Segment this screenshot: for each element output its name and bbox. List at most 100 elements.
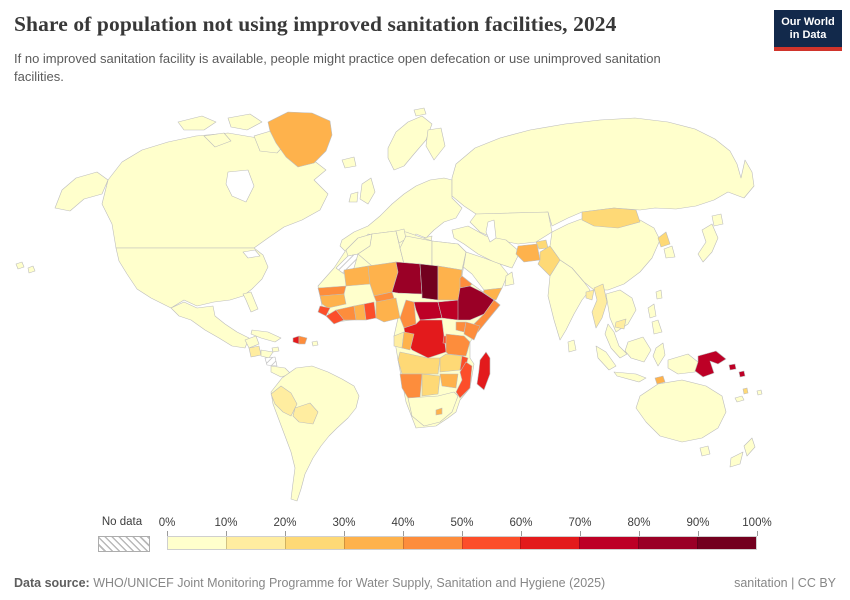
country-madagascar[interactable] [476,351,491,391]
country-japan-hokkaido[interactable] [711,213,724,227]
country-indonesia-java[interactable] [613,371,647,383]
country-new-zealand[interactable] [729,451,744,468]
country-peru[interactable] [270,385,298,417]
country-timor-leste[interactable] [654,375,666,385]
country-north-korea[interactable] [657,231,671,248]
country-sri-lanka[interactable] [567,339,577,353]
country-namibia[interactable] [399,373,423,399]
country-honduras[interactable] [260,349,274,359]
country-bangladesh[interactable] [585,289,595,301]
country-solomon-islands[interactable] [738,370,746,378]
owid-logo[interactable]: Our World in Data [774,10,842,52]
country-nicaragua[interactable] [264,356,278,367]
country-vanuatu[interactable] [742,387,749,395]
country-new-caledonia[interactable] [734,395,745,403]
country-afghanistan[interactable] [515,243,541,263]
country-mexico[interactable] [170,301,250,349]
country-kenya[interactable] [463,321,481,341]
country-libya[interactable] [399,235,433,267]
country-hawaii[interactable] [15,261,36,274]
country-svalbard[interactable] [413,107,427,117]
region-middle-east[interactable] [451,225,521,269]
country-oman[interactable] [504,271,515,287]
country-south-africa[interactable] [407,391,459,427]
footer-license[interactable]: sanitation | CC BY [734,576,836,590]
country-chad[interactable] [419,263,439,301]
legend-bin-50-60[interactable] [461,537,521,549]
country-new-zealand[interactable] [743,437,756,457]
country-guinea[interactable] [319,293,347,309]
region-indochina[interactable] [605,289,637,333]
country-scandinavia[interactable] [387,115,433,171]
region-south-america[interactable] [270,365,360,502]
country-dominican-republic[interactable] [298,335,308,345]
country-zimbabwe[interactable] [439,373,459,389]
country-arctic-island[interactable] [177,115,217,131]
country-united-states[interactable] [115,247,269,309]
country-somalia[interactable] [473,299,501,333]
country-western-sahara[interactable] [335,253,359,275]
country-botswana[interactable] [421,373,441,397]
country-haiti[interactable] [292,335,300,345]
country-alaska[interactable] [54,171,109,212]
country-puerto-rico[interactable] [311,340,319,347]
country-nigeria[interactable] [375,297,401,323]
country-arctic-island[interactable] [227,113,263,131]
country-united-kingdom[interactable] [359,177,376,205]
legend-bin-10-20[interactable] [225,537,285,549]
country-uganda[interactable] [455,321,467,333]
country-cuba[interactable] [250,329,282,343]
country-myanmar[interactable] [591,283,608,329]
country-greenland[interactable] [267,111,333,168]
legend-no-data-swatch[interactable] [98,536,150,552]
country-south-korea[interactable] [663,245,676,259]
country-congo[interactable] [401,331,415,351]
country-solomon-islands[interactable] [728,363,737,371]
legend-bin-30-40[interactable] [343,537,403,549]
country-tanzania[interactable] [445,333,471,357]
country-australia[interactable] [635,379,727,443]
country-indonesia-sumatra[interactable] [595,345,617,371]
country-australia-tasmania[interactable] [699,445,711,457]
legend-bin-40-50[interactable] [402,537,462,549]
country-ireland[interactable] [348,191,359,203]
country-cambodia[interactable] [614,318,627,330]
region-malay-peninsula[interactable] [604,323,628,359]
country-eritrea[interactable] [459,275,473,289]
country-cameroon[interactable] [399,299,417,329]
country-india[interactable] [547,259,591,341]
country-central-african-republic[interactable] [413,301,443,321]
country-indonesia-borneo[interactable] [624,336,652,363]
country-finland[interactable] [425,127,446,161]
legend-bin-20-30[interactable] [284,537,344,549]
country-philippines[interactable] [651,319,663,335]
country-zambia[interactable] [439,353,463,373]
country-lesotho[interactable] [435,407,443,416]
legend-bin-70-80[interactable] [579,537,639,549]
country-guatemala[interactable] [248,345,262,358]
country-philippines[interactable] [647,303,657,319]
country-papua-new-guinea[interactable] [694,350,727,378]
country-iceland[interactable] [341,156,357,169]
country-togo-benin[interactable] [363,301,377,321]
country-sudan[interactable] [437,265,463,301]
legend-tick-mark [521,531,522,536]
country-arctic-island[interactable] [203,132,232,148]
legend-bin-80-90[interactable] [638,537,698,549]
country-indonesia-sulawesi[interactable] [652,342,666,367]
country-fiji[interactable] [756,389,763,396]
legend-bin-90-100[interactable] [697,537,757,549]
country-mozambique[interactable] [455,361,473,399]
country-japan[interactable] [697,223,719,263]
country-taiwan[interactable] [655,289,663,300]
country-mongolia[interactable] [581,207,641,229]
country-angola[interactable] [397,351,441,375]
country-bolivia[interactable] [292,402,319,425]
country-russia[interactable] [451,117,755,227]
legend-bin-60-70[interactable] [520,537,580,549]
legend-bin-0-10[interactable] [168,537,226,549]
country-indonesia-papua[interactable] [667,353,699,375]
country-united-states-florida[interactable] [242,291,259,313]
country-jamaica[interactable] [271,346,280,353]
country-mexico-yucatan[interactable] [244,335,260,349]
